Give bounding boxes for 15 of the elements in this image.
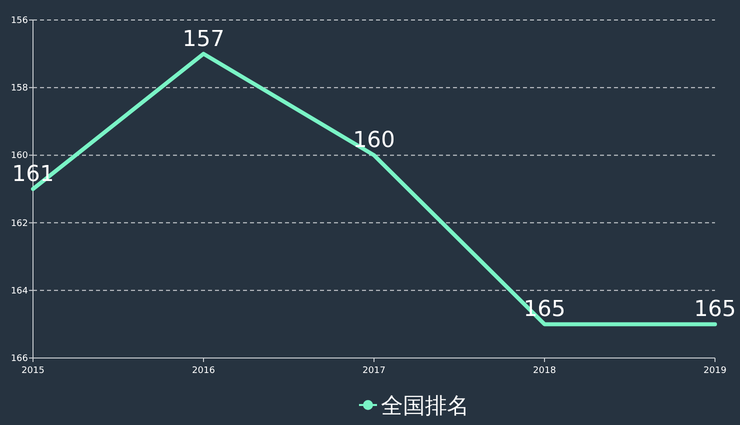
data-label: 157: [182, 26, 224, 52]
data-label: 165: [694, 297, 736, 322]
y-tick-label: 166: [10, 354, 28, 364]
y-tick-label: 162: [10, 218, 28, 229]
x-tick-label: 2016: [192, 366, 216, 376]
x-tick-label: 2019: [704, 366, 727, 376]
x-tick-label: 2017: [362, 366, 386, 376]
x-tick-label: 2018: [533, 366, 556, 376]
y-tick-label: 158: [10, 84, 28, 94]
y-tick-label: 164: [10, 286, 28, 296]
y-tick-label: 156: [10, 16, 28, 26]
data-label: 160: [353, 128, 395, 154]
legend-label: 全国排名: [381, 394, 469, 419]
x-tick-label: 2015: [22, 366, 44, 376]
y-tick-label: 160: [10, 151, 28, 162]
